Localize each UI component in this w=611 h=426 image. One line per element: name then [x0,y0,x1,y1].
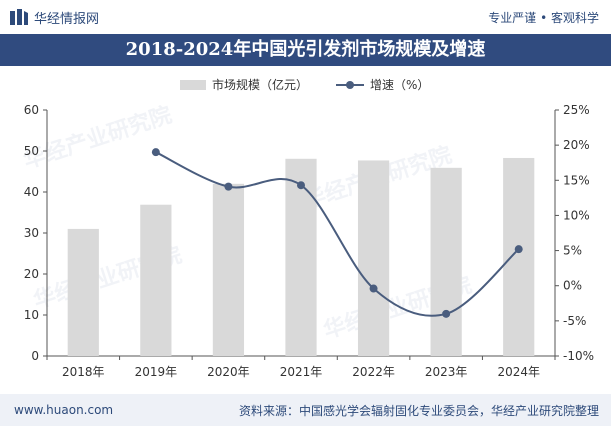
x-tick-label: 2021年 [280,365,323,379]
y-tick-label-right: 25% [563,103,590,117]
x-tick-label: 2023年 [425,365,468,379]
chart-title: 2018-2024年中国光引发剂市场规模及增速 [0,34,611,66]
top-bar: 华经情报网 专业严谨 • 客观科学 [0,0,611,34]
source-note: 资料来源：中国感光学会辐射固化专业委员会，华经产业研究院整理 [238,403,599,418]
growth-point [442,309,451,318]
y-tick-label-left: 0 [31,349,39,363]
y-tick-label-right: -10% [563,349,594,363]
growth-point [514,245,523,254]
y-tick-label-right: 0% [563,279,582,293]
growth-point [297,181,305,190]
y-tick-label-left: 60 [24,103,39,117]
y-tick-label-left: 30 [24,226,39,240]
legend-line-swatch [336,80,365,90]
y-tick-label-left: 20 [24,267,39,281]
x-tick-label: 2020年 [207,365,250,379]
x-tick-label: 2024年 [497,365,540,379]
growth-point [151,148,160,157]
bar [357,160,390,356]
legend-item-bar: 市场规模（亿元） [180,76,308,93]
legend-item-line: 增速（%） [336,76,429,93]
brand-name: 华经情报网 [34,11,100,27]
x-tick-label: 2022年 [352,365,395,379]
brand-logo-icon [10,9,28,25]
y-tick-label-right: 15% [563,173,590,187]
legend-bar-label: 市场规模（亿元） [212,78,309,92]
bar [140,204,172,356]
website-link[interactable]: www.huaon.com [14,403,114,417]
y-tick-label-right: 5% [563,244,582,258]
legend-bar-swatch [180,79,206,90]
bar [285,158,317,356]
tagline: 专业严谨 • 客观科学 [488,10,599,25]
legend: 市场规模（亿元） 增速（%） [180,76,457,93]
bar [430,167,462,356]
growth-point [224,182,233,191]
growth-point [369,284,378,293]
y-tick-label-right: 20% [563,138,590,152]
bar [67,228,99,356]
bar [503,157,535,356]
y-tick-label-left: 10 [24,308,39,322]
legend-line-label: 增速（%） [370,78,430,92]
y-tick-label-left: 50 [24,144,39,158]
y-tick-label-right: -5% [563,314,586,328]
brand: 华经情报网 [10,8,99,27]
bar [212,183,245,356]
x-tick-label: 2018年 [62,365,105,379]
y-tick-label-left: 40 [24,185,39,199]
footer: www.huaon.com 资料来源：中国感光学会辐射固化专业委员会，华经产业研… [0,394,611,426]
y-tick-label-right: 10% [563,208,590,222]
growth-line [155,151,520,317]
x-tick-label: 2019年 [135,365,178,379]
